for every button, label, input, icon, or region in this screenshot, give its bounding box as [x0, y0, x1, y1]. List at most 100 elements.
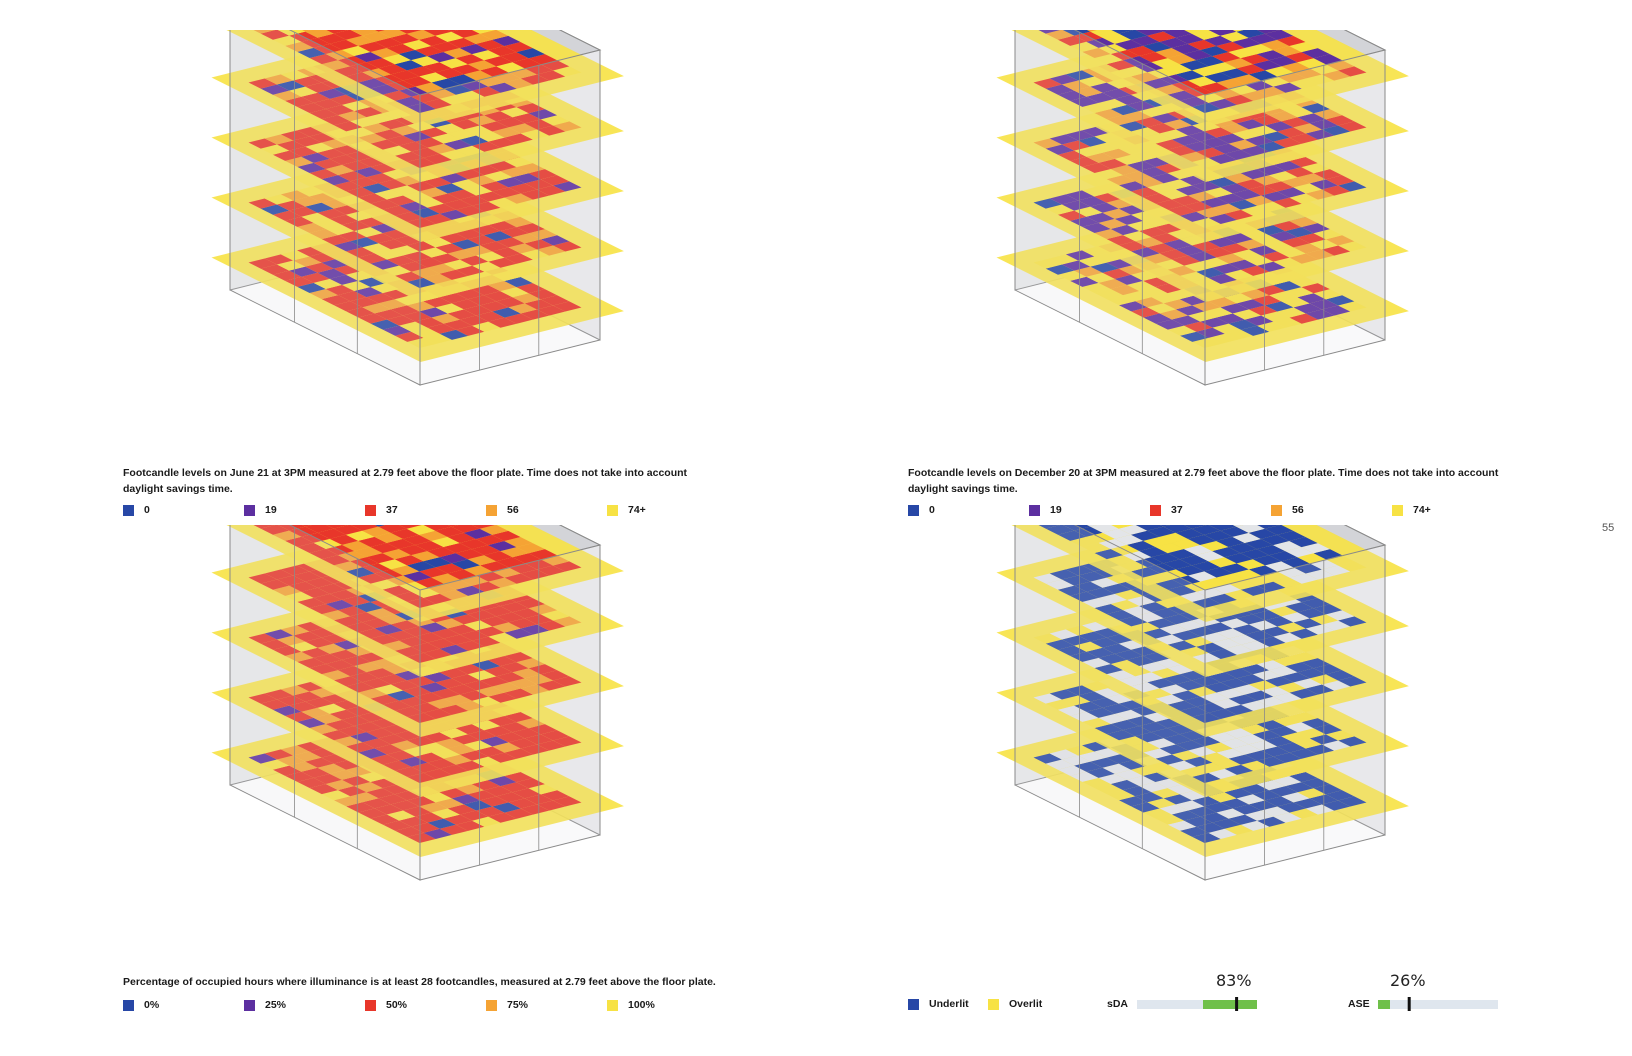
analysis-cell	[1224, 293, 1253, 304]
analysis-cell	[418, 35, 448, 46]
analysis-cell	[411, 762, 440, 773]
analysis-cell	[443, 634, 473, 645]
analysis-cell	[297, 741, 326, 752]
analysis-cell	[277, 525, 306, 531]
analysis-cell	[333, 264, 363, 275]
analysis-cell	[313, 98, 342, 109]
analysis-cell	[264, 194, 294, 205]
analysis-cell	[496, 117, 525, 128]
analysis-cell	[395, 706, 424, 717]
analysis-cell	[403, 626, 432, 637]
analysis-cell	[378, 239, 408, 250]
analysis-cell	[1208, 177, 1237, 188]
analysis-cell	[329, 39, 359, 50]
analysis-cell	[1204, 802, 1233, 813]
analysis-cell	[297, 597, 326, 609]
analysis-cell	[1049, 749, 1079, 760]
analysis-cell	[1257, 30, 1280, 34]
analysis-cell	[285, 156, 314, 167]
analysis-cell	[1106, 790, 1136, 801]
analysis-cell	[1236, 559, 1266, 570]
analysis-cell	[370, 47, 399, 59]
building-volume	[996, 525, 1409, 881]
analysis-cell	[1094, 627, 1123, 638]
analysis-cell	[1224, 58, 1253, 69]
analysis-cell	[439, 329, 469, 340]
analysis-cell	[345, 705, 375, 716]
analysis-cell	[1265, 796, 1294, 807]
analysis-cell	[1122, 786, 1152, 797]
analysis-cell	[1325, 175, 1355, 186]
analysis-cell	[341, 280, 371, 292]
analysis-cell	[1118, 639, 1148, 650]
analysis-cell	[1293, 123, 1322, 134]
analysis-cell	[394, 235, 424, 246]
analysis-cell	[1106, 295, 1136, 306]
analysis-cell	[403, 806, 432, 817]
analysis-cell	[540, 175, 570, 186]
analysis-cell	[1228, 814, 1258, 825]
analysis-cell	[480, 181, 509, 192]
analysis-cell	[407, 772, 436, 783]
analysis-cell	[484, 606, 513, 617]
analysis-cell	[480, 561, 509, 572]
analysis-cell	[1106, 610, 1136, 621]
analysis-cell	[1228, 634, 1258, 645]
analysis-cell	[1313, 54, 1343, 65]
analysis-cell	[305, 525, 334, 533]
analysis-cell	[492, 247, 521, 258]
analysis-cell	[455, 229, 485, 240]
analysis-cell	[516, 658, 545, 669]
analysis-cell	[492, 530, 521, 542]
analysis-cell	[1252, 115, 1282, 126]
analysis-cell	[467, 295, 497, 306]
analysis-cell	[1086, 272, 1115, 283]
analysis-cell	[321, 138, 350, 149]
legend-item-100pct: 100%	[607, 998, 687, 1012]
analysis-cell	[1045, 579, 1075, 590]
analysis-cell	[520, 74, 550, 85]
analysis-cell	[1094, 228, 1123, 240]
analysis-cell	[1220, 563, 1249, 574]
analysis-cell	[1232, 525, 1244, 527]
analysis-cell	[419, 72, 448, 83]
analysis-cell	[1086, 212, 1115, 223]
analysis-cell	[1122, 111, 1152, 122]
analysis-cell	[1281, 732, 1310, 743]
analysis-cell	[1321, 800, 1351, 811]
analysis-cell	[395, 271, 424, 282]
analysis-cell	[512, 788, 541, 799]
analysis-cell	[1102, 763, 1131, 774]
analysis-cell	[1220, 798, 1249, 809]
analysis-cell	[459, 255, 489, 266]
analysis-cell	[427, 263, 456, 274]
analysis-cell	[1061, 260, 1091, 271]
analysis-cell	[375, 525, 386, 527]
analysis-cell	[386, 315, 416, 326]
analysis-cell	[1131, 742, 1160, 753]
analysis-cell	[1065, 190, 1095, 201]
analysis-cell	[1114, 274, 1144, 285]
analysis-cell	[463, 620, 493, 631]
analysis-cell	[423, 297, 452, 308]
analysis-cell	[439, 668, 468, 679]
analysis-cell	[1171, 195, 1201, 206]
analysis-cell	[439, 269, 469, 280]
analysis-cell	[1260, 39, 1290, 51]
analysis-cell	[1119, 561, 1148, 572]
analysis-cell	[451, 239, 481, 250]
analysis-cell	[1289, 688, 1318, 699]
analysis-cell	[512, 668, 541, 679]
analysis-cell	[1200, 692, 1229, 703]
analysis-cell	[1155, 139, 1185, 150]
analysis-cell	[504, 748, 533, 759]
analysis-cell	[504, 688, 533, 699]
analysis-cell	[1062, 525, 1091, 531]
analysis-cell	[370, 657, 399, 669]
analysis-cell	[1232, 532, 1261, 544]
analysis-cell	[476, 191, 505, 202]
panel-underlit-overlit: Underlit Overlit sDA 83% ASE 26%	[885, 525, 1625, 1035]
analysis-cell	[334, 181, 363, 192]
analysis-cell	[1232, 74, 1262, 85]
analysis-cell	[1102, 583, 1131, 594]
